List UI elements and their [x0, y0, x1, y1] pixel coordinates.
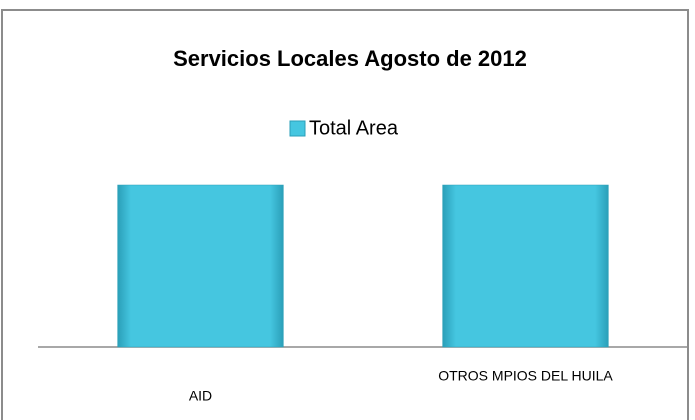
- x-tick-label: OTROS MPIOS DEL HUILA: [438, 368, 613, 384]
- legend-swatch: [289, 120, 306, 137]
- bar: [442, 184, 609, 348]
- bar: [117, 184, 284, 348]
- legend-label: Total Area: [309, 117, 399, 139]
- x-tick-label: AID: [189, 388, 212, 404]
- chart-title: Servicios Locales Agosto de 2012: [173, 46, 527, 71]
